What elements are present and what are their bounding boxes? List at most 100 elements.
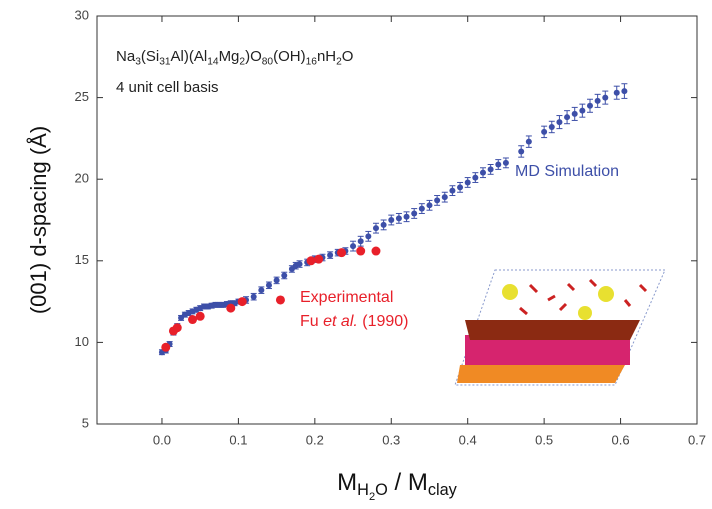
x-tick-label: 0.7: [688, 432, 706, 447]
text-segment: 14: [207, 56, 219, 67]
point: [503, 160, 509, 166]
point: [419, 206, 425, 212]
point: [396, 215, 402, 221]
point: [449, 188, 455, 194]
point: [564, 114, 570, 120]
x-tick-label: 0.3: [382, 432, 400, 447]
point: [518, 148, 524, 154]
point: [526, 139, 532, 145]
point: [602, 95, 608, 101]
y-tick-label: 20: [75, 171, 89, 186]
y-tick-label: 5: [82, 415, 89, 430]
point: [426, 202, 432, 208]
point: [356, 247, 365, 256]
point: [196, 312, 205, 321]
text-segment: 31: [159, 56, 171, 67]
point: [480, 170, 486, 176]
x-tick-label: 0.0: [153, 432, 171, 447]
point: [587, 103, 593, 109]
inset-layer: [457, 365, 625, 383]
point: [434, 197, 440, 203]
point: [238, 297, 247, 306]
point: [251, 294, 257, 300]
point: [595, 98, 601, 104]
x-axis-label: MH2O / Mclay: [337, 469, 458, 503]
point: [371, 247, 380, 256]
y-tick-label: 15: [75, 252, 89, 267]
point: [465, 179, 471, 185]
inset-atom: [502, 284, 518, 300]
point: [365, 233, 371, 239]
point: [161, 343, 170, 352]
point: [411, 210, 417, 216]
text-segment: Al)(Al: [171, 48, 208, 65]
text-segment: Mg: [219, 48, 240, 65]
series-label: Experimental: [300, 289, 393, 306]
point: [297, 261, 303, 267]
x-tick-label: 0.1: [229, 432, 247, 447]
text-segment: / M: [388, 469, 428, 496]
point: [556, 119, 562, 125]
inset-atom: [598, 286, 614, 302]
text-segment: O: [375, 482, 388, 500]
x-tick-label: 0.5: [535, 432, 553, 447]
point: [258, 287, 264, 293]
point: [266, 282, 272, 288]
y-axis-label: (001) d-spacing (Å): [26, 126, 51, 314]
point: [621, 88, 627, 94]
point: [173, 323, 182, 332]
point: [327, 252, 333, 258]
point: [541, 129, 547, 135]
point: [549, 124, 555, 130]
text-segment: Na: [116, 48, 136, 65]
point: [388, 217, 394, 223]
text-segment: et al.: [323, 313, 358, 330]
x-tick-label: 0.6: [612, 432, 630, 447]
point: [495, 162, 501, 168]
x-tick-label: 0.4: [459, 432, 477, 447]
inset-structure: [455, 270, 665, 385]
text-segment: 80: [262, 56, 274, 67]
inset-layer: [465, 320, 640, 340]
series-label: MD Simulation: [515, 163, 619, 180]
point: [614, 90, 620, 96]
point: [472, 175, 478, 181]
chart-subtitle: 4 unit cell basis: [116, 79, 219, 96]
text-segment: (1990): [358, 313, 409, 330]
point: [457, 184, 463, 190]
point: [373, 225, 379, 231]
point: [274, 277, 280, 283]
annotation: Fu et al. (1990): [300, 313, 409, 330]
inset-atom: [578, 306, 592, 320]
chart-title: Na3(Si31Al)(Al14Mg2)O80(OH)16nH2O: [116, 48, 353, 67]
point: [572, 111, 578, 117]
point: [381, 222, 387, 228]
point: [226, 304, 235, 313]
y-tick-label: 25: [75, 89, 89, 104]
x-tick-label: 0.2: [306, 432, 324, 447]
text-segment: (OH): [273, 48, 306, 65]
text-segment: (Si: [141, 48, 159, 65]
text-segment: O: [342, 48, 354, 65]
chart: Na3(Si31Al)(Al14Mg2)O80(OH)16nH2O 4 unit…: [0, 0, 712, 509]
point: [337, 248, 346, 257]
point: [314, 255, 323, 264]
y-tick-label: 10: [75, 334, 89, 349]
point: [442, 194, 448, 200]
text-segment: H: [357, 482, 369, 500]
text-segment: clay: [428, 482, 458, 500]
point: [350, 243, 356, 249]
point: [358, 238, 364, 244]
point: [281, 272, 287, 278]
text-segment: 16: [306, 56, 318, 67]
text-segment: )O: [245, 48, 262, 65]
text-segment: Fu: [300, 313, 323, 330]
point: [488, 166, 494, 172]
point: [307, 256, 316, 265]
point: [579, 108, 585, 114]
point: [276, 295, 285, 304]
text-segment: nH: [317, 48, 336, 65]
point: [404, 214, 410, 220]
text-segment: M: [337, 469, 357, 496]
y-tick-label: 30: [75, 7, 89, 22]
